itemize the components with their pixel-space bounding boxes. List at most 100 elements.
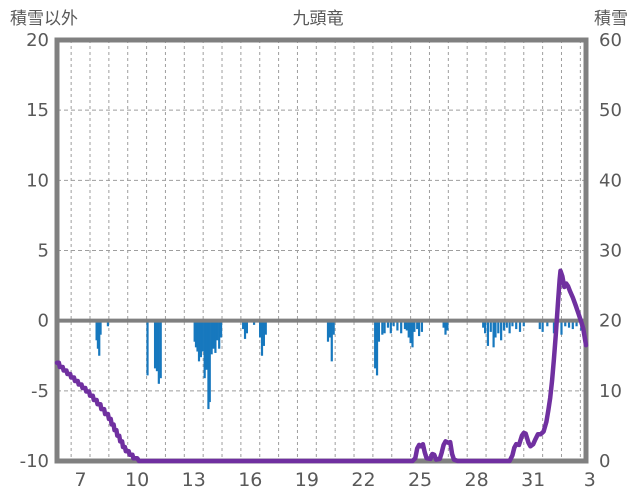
temp-bar <box>374 320 377 369</box>
temp-bar <box>546 320 549 327</box>
right-axis-tick-label: 0 <box>599 451 610 472</box>
right-axis-tick-label: 50 <box>599 100 622 121</box>
temp-bar <box>214 320 217 353</box>
temp-bar <box>417 320 421 337</box>
left-axis-tick-label: 20 <box>26 30 49 51</box>
temp-bar <box>326 320 330 342</box>
snow-depth-line <box>54 268 589 464</box>
temp-bar <box>205 320 208 370</box>
temp-bar <box>500 320 503 341</box>
temp-bar <box>497 320 500 334</box>
temp-bar <box>400 320 403 334</box>
temp-bar <box>98 320 101 356</box>
temp-bar <box>95 320 98 341</box>
temp-bar <box>508 320 511 334</box>
temp-bar <box>383 320 386 334</box>
temp-bar <box>403 320 407 330</box>
left-axis-tick-label: 10 <box>26 170 49 191</box>
x-axis-tick-label: 13 <box>182 469 206 491</box>
temp-bar <box>505 320 508 328</box>
temp-bar <box>392 320 395 327</box>
x-axis-tick-label: 10 <box>125 469 149 491</box>
temp-bar <box>389 320 392 334</box>
x-axis-tick-label: 3 <box>584 469 596 491</box>
temp-bar <box>446 320 449 331</box>
temp-bar <box>159 320 162 379</box>
temp-bar <box>259 320 262 338</box>
temp-bar <box>541 320 544 332</box>
x-axis-tick-label: 7 <box>75 469 87 491</box>
temp-bar <box>444 320 447 335</box>
temp-bar <box>193 320 196 342</box>
temp-bar <box>330 320 333 362</box>
temp-bar <box>201 320 204 352</box>
temp-bar <box>155 320 159 372</box>
temp-bar <box>197 320 201 362</box>
temp-bar <box>482 320 485 328</box>
right-axis-tick-label: 20 <box>599 311 622 332</box>
temp-bar <box>515 320 518 330</box>
temp-bar <box>564 320 567 327</box>
temp-bar <box>386 320 390 328</box>
left-axis-tick-label: 0 <box>38 311 49 332</box>
temp-bar <box>260 320 264 356</box>
temp-bar <box>207 320 210 410</box>
chart-title: 九頭竜 <box>292 9 344 29</box>
temp-bar <box>203 320 206 379</box>
temp-bar <box>416 320 419 330</box>
temp-bar <box>216 320 219 341</box>
temp-bar <box>375 320 379 376</box>
temp-bar <box>494 320 497 338</box>
temp-bar <box>196 320 199 352</box>
temp-bar <box>502 320 506 331</box>
temp-bar <box>484 320 487 334</box>
temp-bar <box>194 320 198 348</box>
right-axis-tick-label: 60 <box>599 30 622 51</box>
x-axis-tick-label: 25 <box>408 469 432 491</box>
temp-bar <box>522 320 525 327</box>
left-axis-tick-label: -10 <box>20 451 49 472</box>
temp-bar <box>575 320 578 327</box>
temp-bar <box>332 320 335 335</box>
temp-bar <box>492 320 495 348</box>
x-axis-tick-label: 31 <box>521 469 545 491</box>
temp-bar <box>262 320 265 346</box>
temp-bar <box>153 320 157 369</box>
temp-bar <box>212 320 215 349</box>
temp-bar <box>571 320 574 330</box>
temp-bar <box>328 320 331 338</box>
temp-bar <box>210 320 213 355</box>
right-axis-tick-label: 30 <box>599 241 622 262</box>
temp-bar <box>420 320 424 332</box>
left-axis-tick-label: 15 <box>26 100 49 121</box>
temp-bar <box>518 320 522 332</box>
temp-bar <box>106 320 110 327</box>
temp-bar <box>242 320 245 330</box>
x-axis-tick-label: 19 <box>295 469 319 491</box>
temp-bar <box>511 320 514 327</box>
temp-bar <box>407 320 410 338</box>
temp-bar <box>245 320 249 334</box>
temp-bar <box>567 320 571 328</box>
temp-bar <box>409 320 412 344</box>
temp-bar <box>99 320 102 335</box>
temp-bar <box>381 320 384 335</box>
left-axis-title: 積雪以外 <box>10 9 78 29</box>
temp-bar <box>442 320 445 328</box>
temp-bar <box>405 320 408 331</box>
temp-bar <box>199 320 202 358</box>
temp-bar <box>413 320 416 332</box>
temp-bar <box>218 320 221 349</box>
temp-bar <box>396 320 399 331</box>
right-axis-tick-label: 40 <box>599 170 622 191</box>
temp-bar <box>560 320 563 335</box>
x-axis-tick-label: 16 <box>238 469 262 491</box>
temp-bar <box>208 320 211 403</box>
temp-bar <box>219 320 223 338</box>
right-axis-tick-label: 10 <box>599 381 622 402</box>
temp-bar <box>264 320 267 335</box>
temp-bar <box>489 320 492 332</box>
left-axis-tick-label: -5 <box>31 381 49 402</box>
